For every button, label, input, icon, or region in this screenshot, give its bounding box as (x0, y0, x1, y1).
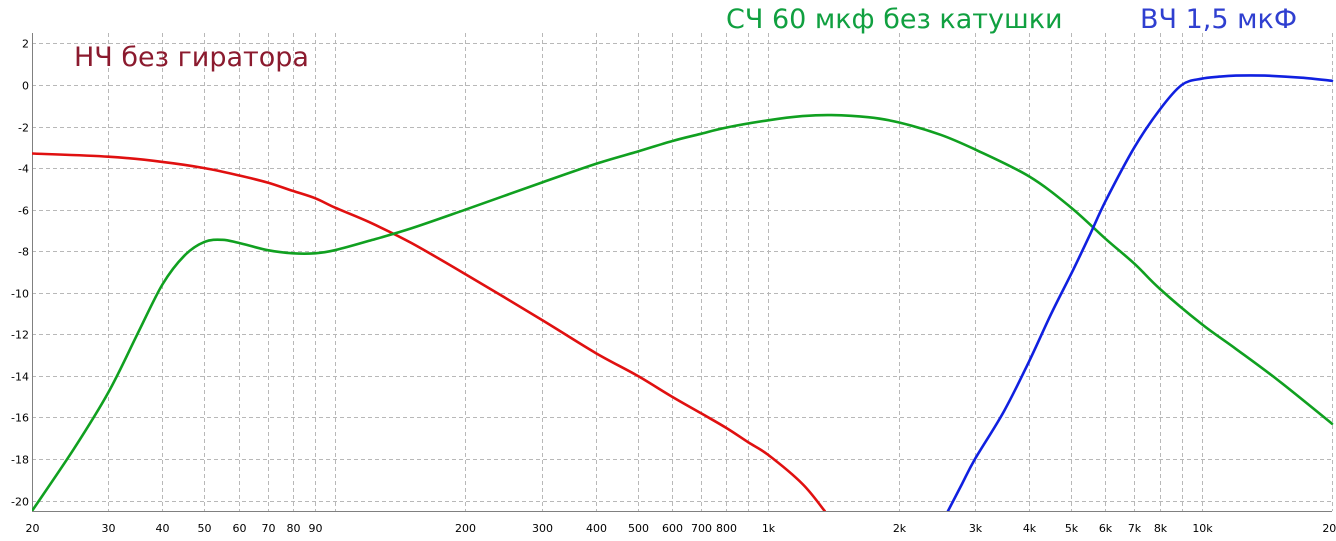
series-line-1 (32, 113, 1334, 511)
y-tick-label: -8 (18, 246, 29, 259)
x-tick-label: 5k (1065, 522, 1079, 535)
x-tick-label: 3k (969, 522, 983, 535)
x-tick-label: 70 (262, 522, 276, 535)
y-tick-label: 0 (22, 80, 29, 93)
x-tick-label: 700 (691, 522, 712, 535)
y-tick-labels: 2 0 -2 -4 -6 -8 -10 -12 -14 -16 -18 -20 (11, 38, 29, 509)
x-tick-label: 90 (309, 522, 323, 535)
x-tick-label: 50 (198, 522, 212, 535)
annotation-lf: НЧ без гиратора (74, 42, 309, 73)
x-tick-label: 30 (102, 522, 116, 535)
x-tick-label: 8k (1154, 522, 1168, 535)
y-tick-label: -18 (11, 454, 29, 467)
x-tick-label: 40 (156, 522, 170, 535)
y-tick-label: -12 (11, 329, 29, 342)
x-tick-label: 800 (716, 522, 737, 535)
x-tick-labels: 20 30 40 50 60 70 80 90 200 300 400 500 600 700 800 1k 2… (26, 522, 1336, 535)
x-tick-label: 6k (1099, 522, 1113, 535)
x-tick-label: 20k (1322, 522, 1336, 535)
annotation-mf: СЧ 60 мкф без катушки (726, 4, 1063, 35)
series-lines (32, 74, 1334, 511)
x-tick-label: 300 (532, 522, 553, 535)
plot-frame (32, 33, 1332, 512)
x-tick-label: 400 (586, 522, 607, 535)
x-tick-label: 10k (1192, 522, 1213, 535)
y-tick-label: -14 (11, 371, 29, 384)
x-tick-label: 4k (1023, 522, 1037, 535)
y-tick-label: -6 (18, 205, 29, 218)
series-line-0 (32, 152, 826, 511)
annotation-hf: ВЧ 1,5 мкФ (1140, 4, 1298, 35)
series-line-2 (946, 74, 1334, 511)
y-tick-label: 2 (22, 38, 29, 51)
x-tick-label: 600 (662, 522, 683, 535)
y-tick-label: -20 (11, 496, 29, 509)
y-tick-label: -2 (18, 122, 29, 135)
x-tick-label: 2k (893, 522, 907, 535)
x-tick-label: 500 (628, 522, 649, 535)
x-tick-label: 1k (762, 522, 776, 535)
y-tick-label: -16 (11, 412, 29, 425)
x-tick-label: 200 (455, 522, 476, 535)
y-tick-label: -4 (18, 163, 29, 176)
y-tick-label: -10 (11, 288, 29, 301)
grid (32, 33, 1333, 511)
x-tick-label: 20 (26, 522, 40, 535)
x-tick-label: 80 (287, 522, 301, 535)
x-tick-label: 60 (233, 522, 247, 535)
x-tick-label: 7k (1128, 522, 1142, 535)
